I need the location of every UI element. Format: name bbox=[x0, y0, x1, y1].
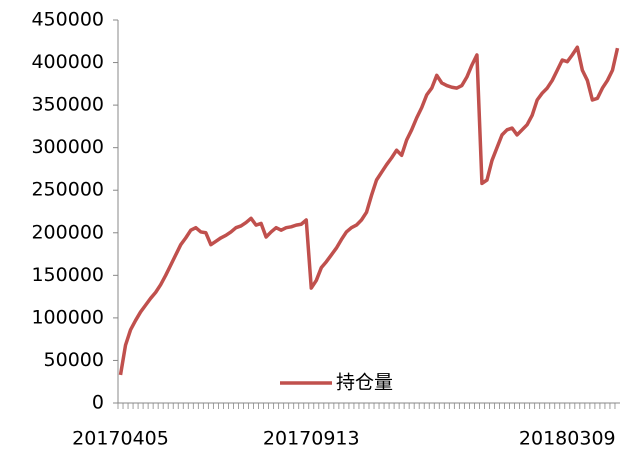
y-tick-label: 50000 bbox=[44, 349, 104, 371]
y-tick-label: 0 bbox=[92, 392, 104, 414]
legend-label: 持仓量 bbox=[336, 372, 393, 394]
y-tick-label: 300000 bbox=[31, 136, 104, 158]
y-tick-label: 450000 bbox=[31, 9, 104, 31]
y-tick-label: 200000 bbox=[31, 221, 104, 243]
y-tick-label: 250000 bbox=[31, 179, 104, 201]
y-tick-label: 100000 bbox=[31, 306, 104, 328]
data-line bbox=[118, 45, 620, 376]
y-tick-label: 150000 bbox=[31, 264, 104, 286]
x-tick-label: 20170405 bbox=[72, 428, 169, 450]
x-tick-label: 20180309 bbox=[519, 428, 616, 450]
y-tick-label: 400000 bbox=[31, 51, 104, 73]
y-tick-label: 350000 bbox=[31, 94, 104, 116]
x-tick-label: 20170913 bbox=[263, 428, 360, 450]
